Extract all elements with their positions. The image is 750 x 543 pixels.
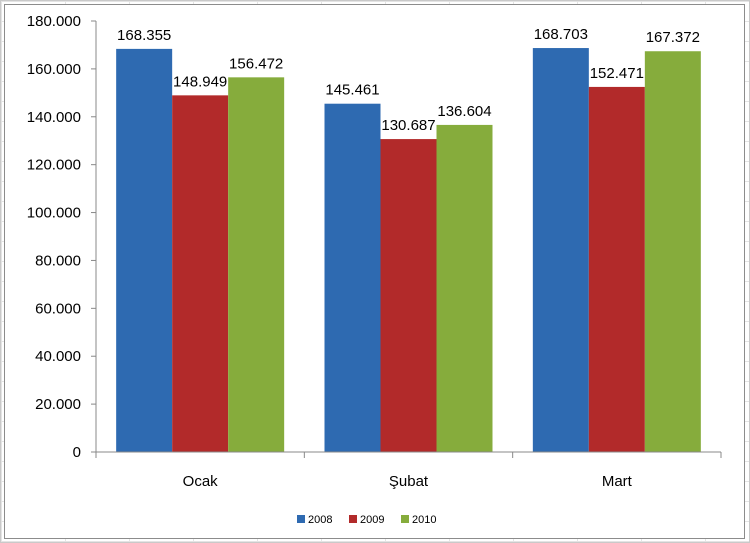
y-tick-label: 120.000: [27, 157, 81, 174]
y-tick-label: 160.000: [27, 61, 81, 78]
data-label: 130.687: [381, 117, 435, 134]
bar-2010-2[interactable]: [644, 51, 701, 452]
bar-2009-0[interactable]: [172, 95, 229, 453]
data-label: 152.471: [590, 65, 644, 82]
data-label: 168.703: [534, 26, 588, 43]
y-axis: 0 20.000 40.000 60.000 80.000 100.000 120.000 1…: [27, 13, 97, 461]
legend-label: 2010: [412, 514, 436, 526]
data-label: 168.355: [117, 27, 171, 44]
y-tick-label: 60.000: [35, 300, 81, 317]
x-axis: Ocak Şubat Mart: [95, 451, 722, 490]
legend-swatch-2009: [349, 515, 357, 523]
data-label: 136.604: [437, 103, 491, 120]
bar-2008-0[interactable]: [116, 48, 173, 453]
x-tick-label: Şubat: [389, 473, 429, 490]
y-tick-label: 0: [73, 444, 81, 461]
y-tick-label: 100.000: [27, 205, 81, 222]
y-tick-label: 140.000: [27, 109, 81, 126]
bars: [116, 48, 701, 453]
bar-2010-0[interactable]: [228, 77, 285, 452]
bar-2008-2[interactable]: [532, 48, 589, 452]
y-tick-label: 180.000: [27, 13, 81, 30]
data-label: 167.372: [646, 29, 700, 46]
bar-2009-1[interactable]: [380, 139, 437, 452]
x-tick-label: Mart: [602, 473, 633, 490]
legend-swatch-2010: [401, 515, 409, 523]
bar-2010-1[interactable]: [436, 124, 493, 453]
data-label: 156.472: [229, 55, 283, 72]
y-tick-label: 80.000: [35, 252, 81, 269]
data-label: 148.949: [173, 73, 227, 90]
x-tick-label: Ocak: [183, 473, 219, 490]
data-label: 145.461: [325, 82, 379, 99]
legend-swatch-2008: [297, 515, 305, 523]
legend-label: 2008: [308, 514, 332, 526]
y-tick-label: 20.000: [35, 396, 81, 413]
y-tick-label: 40.000: [35, 348, 81, 365]
bar-2008-1[interactable]: [324, 103, 381, 452]
legend[interactable]: 2008 2009 2010: [297, 514, 436, 526]
bar-2009-2[interactable]: [588, 86, 645, 453]
legend-label: 2009: [360, 514, 384, 526]
